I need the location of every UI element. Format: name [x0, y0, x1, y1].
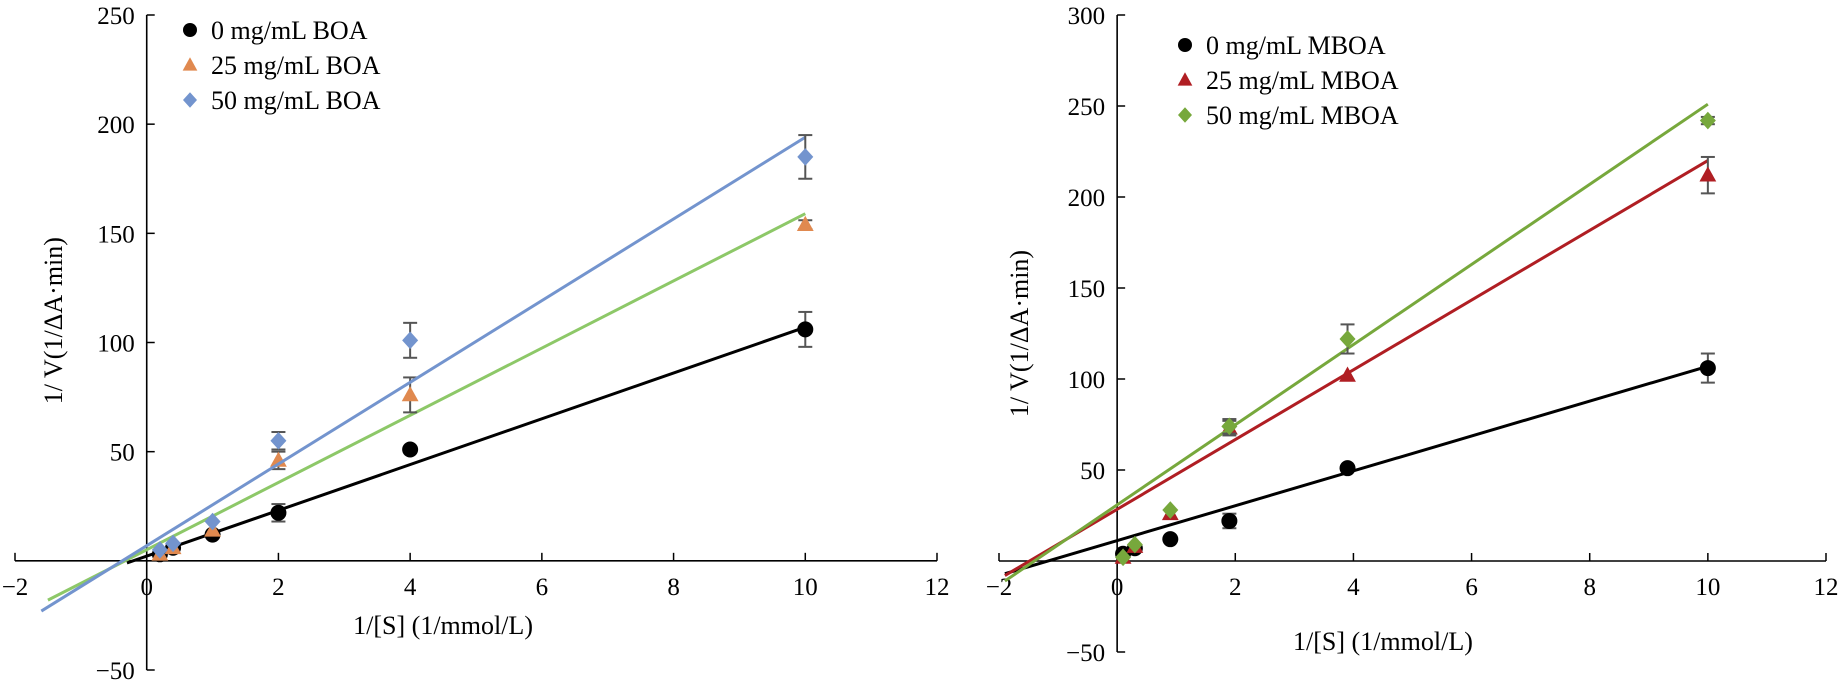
legend-marker: [183, 92, 197, 108]
x-tick-label: 6: [536, 574, 549, 601]
y-tick-label: 250: [97, 3, 135, 30]
data-point: [1339, 460, 1356, 477]
series-3: [1004, 102, 1716, 583]
x-tick-label: 12: [1814, 574, 1839, 601]
y-tick-label: 250: [1068, 94, 1106, 121]
series-1: [126, 310, 814, 565]
series-1: [1004, 352, 1716, 576]
trend-line: [1004, 102, 1709, 583]
x-tick-label: 8: [667, 574, 680, 601]
data-point: [1162, 531, 1179, 548]
x-tick-label: 8: [1583, 574, 1596, 601]
y-tick-label: 150: [97, 221, 135, 248]
trend-line: [40, 135, 807, 613]
x-tick-label: 2: [272, 574, 285, 601]
legend-marker: [183, 23, 197, 37]
x-axis-label: 1/[S] (1/mmol/L): [353, 611, 533, 640]
trend-line: [47, 212, 806, 602]
data-point: [796, 215, 814, 231]
x-tick-label: −2: [2, 574, 29, 601]
data-point: [1221, 512, 1238, 529]
data-point: [1339, 366, 1356, 382]
trend-line: [1004, 364, 1709, 576]
data-point: [1115, 548, 1132, 567]
y-tick-label: −50: [96, 658, 135, 680]
legend-marker: [1177, 72, 1193, 86]
data-point: [151, 541, 168, 559]
trend-line: [126, 325, 806, 565]
trend-line: [1004, 159, 1709, 577]
y-axis-label: 1/ V(1/ΔA·min): [39, 237, 68, 404]
series-3: [40, 134, 814, 613]
data-point: [797, 321, 814, 338]
y-tick-label: 100: [1068, 367, 1106, 394]
x-tick-label: 0: [1111, 574, 1124, 601]
data-point: [1221, 417, 1238, 436]
legend-label: 50 mg/mL MBOA: [1206, 101, 1399, 130]
y-tick-label: −50: [1066, 640, 1105, 667]
legend-label: 0 mg/mL MBOA: [1206, 31, 1386, 60]
chart-1: −2 0 2 4 6 8 10 12 −50 50 100 150 200 250 1/[S] (1/mmo…: [2, 3, 950, 680]
data-point: [165, 534, 182, 553]
data-point: [1162, 501, 1179, 519]
legend-label: 25 mg/mL BOA: [211, 51, 381, 80]
x-axis-label: 1/[S] (1/mmol/L): [1293, 627, 1473, 656]
x-tick-label: 10: [793, 574, 818, 601]
x-tick-label: 10: [1695, 574, 1720, 601]
x-tick-label: 2: [1229, 574, 1242, 601]
data-point: [797, 148, 814, 166]
data-point: [270, 431, 287, 450]
x-tick-label: 6: [1465, 574, 1478, 601]
series-2: [47, 212, 814, 602]
series-2: [1004, 155, 1717, 577]
data-point: [1339, 330, 1356, 348]
y-tick-label: 100: [97, 331, 135, 358]
x-tick-label: 4: [404, 574, 417, 601]
x-tick-label: 0: [140, 574, 153, 601]
data-point: [1699, 360, 1716, 377]
y-tick-label: 300: [1068, 3, 1106, 30]
data-point: [1699, 111, 1716, 130]
data-point: [401, 386, 419, 402]
y-tick-label: 200: [97, 112, 135, 139]
legend-marker: [1178, 107, 1192, 123]
x-tick-label: 4: [1347, 574, 1360, 601]
data-point: [402, 331, 419, 350]
y-tick-label: 150: [1068, 276, 1106, 303]
data-point: [270, 504, 287, 521]
data-point: [402, 441, 419, 458]
legend-label: 50 mg/mL BOA: [211, 86, 381, 115]
y-tick-label: 50: [110, 440, 135, 467]
y-axis-label: 1/ V(1/ΔA·min): [1005, 250, 1034, 417]
legend-marker: [1178, 38, 1192, 52]
x-tick-label: 12: [925, 574, 950, 601]
y-tick-label: 200: [1068, 185, 1106, 212]
data-point: [1126, 535, 1143, 554]
legend-label: 25 mg/mL MBOA: [1206, 66, 1399, 95]
data-point: [204, 512, 221, 531]
legend-label: 0 mg/mL BOA: [211, 16, 368, 45]
data-point: [1699, 166, 1717, 182]
y-tick-label: 50: [1080, 458, 1105, 485]
legend-marker: [182, 57, 198, 71]
